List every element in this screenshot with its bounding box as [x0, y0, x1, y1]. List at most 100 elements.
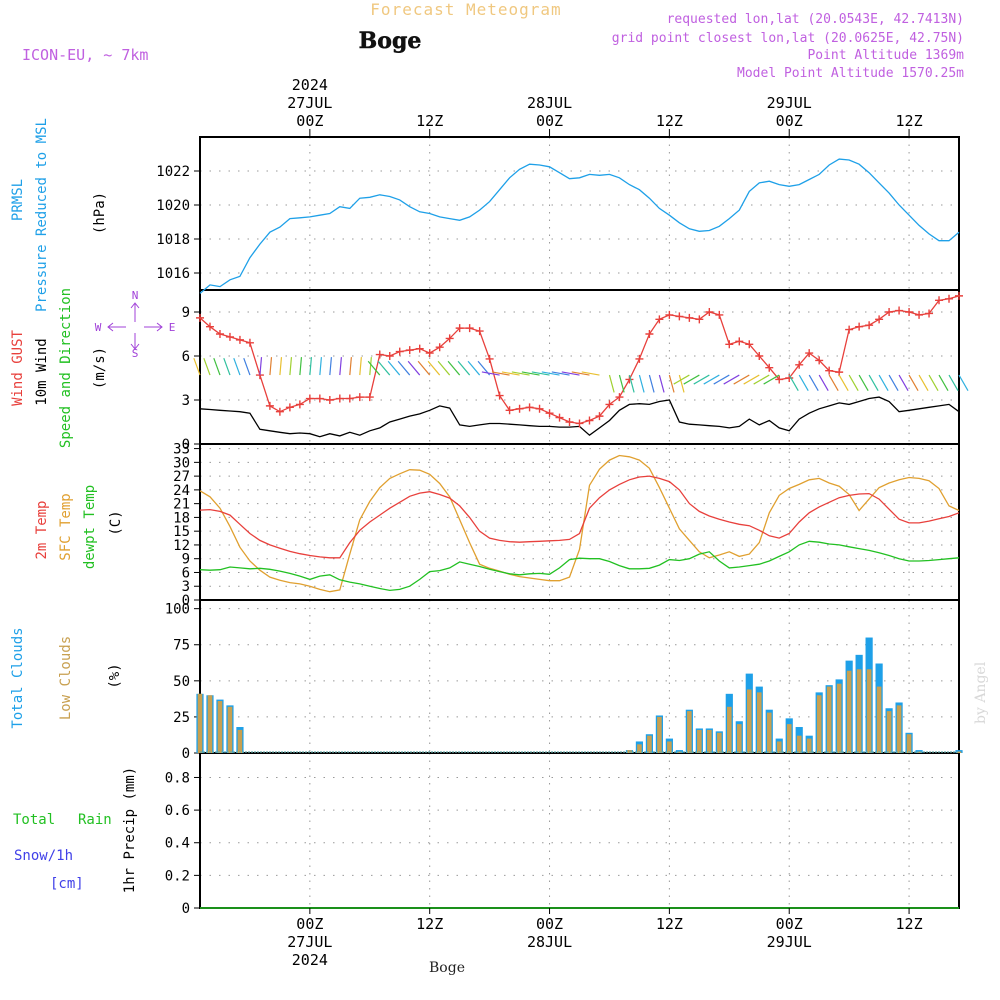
wind-gust-point	[745, 340, 754, 349]
wind-gust-point	[945, 294, 954, 303]
wind-gust-point	[335, 394, 344, 403]
wind-arrow	[753, 374, 770, 385]
wind-unit: (m/s)	[92, 347, 108, 389]
bottom-time-label: 12Z	[896, 915, 923, 933]
top-time-label: 00Z	[536, 112, 563, 130]
compass-n: N	[132, 289, 139, 302]
wind-gust-point	[395, 347, 404, 356]
wind-gust-point	[635, 354, 644, 363]
wind-gust-point	[325, 396, 334, 404]
top-time-label: 27JUL	[287, 94, 332, 112]
wind-arrow	[763, 374, 780, 385]
low-clouds-bar	[756, 692, 762, 753]
low-clouds-bar	[796, 735, 802, 753]
low-clouds-bar	[667, 741, 672, 753]
bottom-time-label: 00Z	[776, 915, 803, 933]
wind-arrow	[743, 374, 760, 385]
wind-arrow	[868, 374, 879, 391]
dewpt-temp-line	[199, 540, 960, 592]
wind-gust-point	[425, 349, 434, 358]
precip-label-total: Total	[13, 812, 55, 828]
low-clouds-bar	[727, 706, 732, 753]
wind-gust-point	[655, 315, 664, 324]
wind-arrow	[581, 371, 600, 376]
wind-arrow	[938, 374, 949, 391]
low-clouds-bar	[816, 695, 822, 753]
station-name: Boge	[359, 28, 422, 54]
prmsl-line	[199, 158, 960, 294]
wind-gust-point	[525, 403, 534, 412]
wind-gust-point	[595, 412, 604, 421]
temp-ytick-label: 3	[182, 579, 190, 595]
top-time-label: 29JUL	[767, 94, 812, 112]
wind-arrow	[501, 371, 520, 376]
wind-arrow	[417, 360, 431, 376]
wind-gust-point	[515, 404, 524, 413]
wind-arrow	[551, 371, 570, 376]
precip-label-rain: Rain	[78, 812, 112, 828]
info-line-3: Point Altitude 1369m	[807, 48, 964, 63]
wind-arrow	[658, 374, 665, 393]
plot-layer: 1016101810201022036903691215182124273033…	[156, 76, 969, 969]
low-clouds-bar	[886, 711, 892, 753]
low-clouds-bar	[637, 744, 642, 753]
precip-frame	[199, 752, 960, 909]
wind-gust-point	[835, 368, 844, 377]
wind-arrow	[608, 374, 615, 393]
wind-gust-point	[555, 413, 564, 422]
wind-gust-point	[935, 296, 944, 305]
low-clouds-bar	[227, 706, 233, 753]
bottom-time-label: 12Z	[656, 915, 683, 933]
info-line-2: grid point closest lon,lat (20.0625E, 42…	[612, 31, 964, 46]
wind-arrow	[491, 371, 510, 376]
pressure-label-prmsl: PRMSL	[10, 179, 26, 221]
wind-gust-point	[765, 363, 774, 372]
wind-arrow	[648, 374, 655, 393]
wind-arrow	[213, 357, 221, 376]
wind-gust-point	[415, 344, 424, 353]
wind-speed-line	[199, 396, 960, 438]
wind-arrow	[481, 371, 500, 376]
wind-arrow	[898, 374, 909, 391]
wind-arrow	[723, 374, 740, 385]
wind-label-speed: Speed and Direction	[58, 288, 74, 448]
wind-gust-point	[365, 393, 374, 402]
low-clouds-bar	[707, 729, 712, 753]
wind-gust-point	[715, 310, 724, 319]
wind-gust-point	[775, 375, 784, 384]
wind-ytick-label: 3	[182, 393, 190, 409]
precip-panel: 0 0.2 0.4 0.6 0.8	[165, 752, 960, 917]
bottom-time-label: 28JUL	[527, 933, 572, 951]
wind-arrow	[878, 374, 889, 391]
low-clouds-bar	[876, 686, 882, 753]
wind-arrow	[571, 371, 590, 376]
low-clouds-bar	[776, 741, 782, 753]
compass-arrows	[107, 302, 163, 350]
wind-gust-point	[605, 400, 614, 409]
top-time-label: 28JUL	[527, 94, 572, 112]
low-clouds-bar	[237, 729, 243, 753]
wind-arrow	[541, 371, 560, 376]
compass-rose: N S W E	[95, 289, 176, 360]
wind-arrow	[369, 357, 372, 376]
wind-gust-point	[275, 407, 284, 416]
wind-direction-arrows	[193, 357, 969, 393]
wind-gust-point	[825, 366, 834, 375]
wind-gust-point	[705, 308, 714, 316]
low-clouds-bar	[677, 751, 682, 753]
wind-gust-point	[905, 308, 914, 316]
wind-gust-point	[645, 330, 654, 338]
low-clouds-bar	[207, 695, 213, 753]
wind-gust-point	[875, 315, 884, 324]
wind-arrow	[928, 374, 939, 391]
top-time-label: 00Z	[776, 112, 803, 130]
wind-gust-point	[755, 352, 764, 360]
temp-frame	[199, 443, 960, 601]
wind-gust-point	[375, 350, 384, 359]
precip-unit: 1hr Precip (mm)	[122, 767, 138, 893]
wind-ytick-label: 0	[182, 437, 190, 453]
wind-arrow	[427, 360, 441, 376]
wind-gust-point	[305, 394, 314, 403]
temp-ytick-label: 24	[173, 483, 190, 499]
wind-arrow	[387, 360, 401, 376]
